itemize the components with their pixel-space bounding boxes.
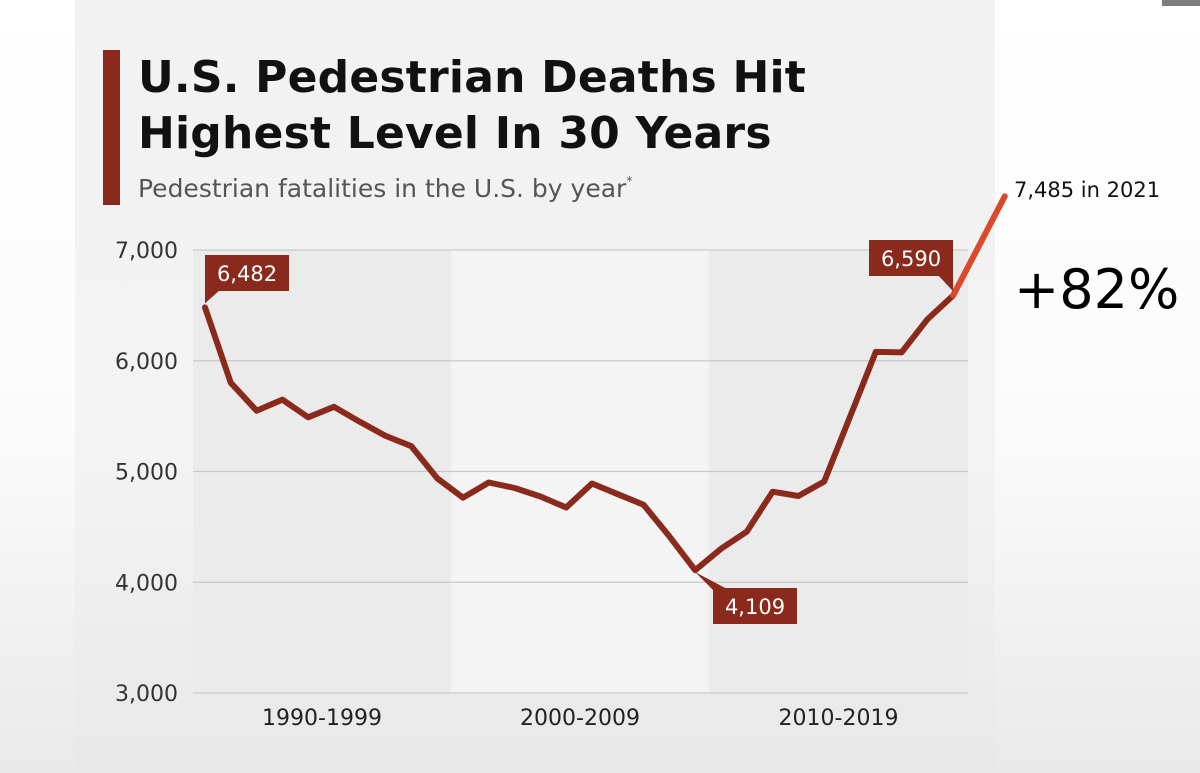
y-tick-label: 4,000 (115, 571, 178, 596)
y-tick-label: 6,000 (115, 350, 178, 375)
period-label: 1990-1999 (262, 706, 382, 731)
y-tick-label: 3,000 (115, 682, 178, 707)
callout-box (205, 255, 289, 291)
chart-title-line-2: Highest Level In 30 Years (138, 108, 772, 159)
callout-box (713, 588, 797, 624)
period-label: 2000-2009 (520, 706, 640, 731)
callout-pointer (695, 572, 729, 590)
y-tick-label: 5,000 (115, 461, 178, 486)
extension-line (950, 193, 1008, 299)
period-label: 2010-2019 (779, 706, 899, 731)
callout-box (869, 240, 953, 276)
callout-pointer (937, 274, 954, 292)
title-accent-bar (103, 50, 120, 205)
callout-label: 4,109 (725, 595, 785, 619)
chart-subtitle: Pedestrian fatalities in the U.S. by yea… (138, 174, 632, 203)
callout-pointer (205, 289, 221, 304)
chart-title-line-1: U.S. Pedestrian Deaths Hit (138, 52, 806, 103)
corner-mark (1162, 0, 1200, 6)
latest-value-annotation: 7,485 in 2021 (1014, 178, 1161, 202)
change-annotation: +82% (1014, 258, 1180, 321)
series-line (202, 292, 957, 574)
subtitle-footnote-mark: * (626, 174, 633, 188)
subtitle-text: Pedestrian fatalities in the U.S. by yea… (138, 174, 627, 203)
y-tick-label: 7,000 (115, 239, 178, 264)
callout-label: 6,482 (217, 262, 277, 286)
callout-label: 6,590 (881, 247, 941, 271)
